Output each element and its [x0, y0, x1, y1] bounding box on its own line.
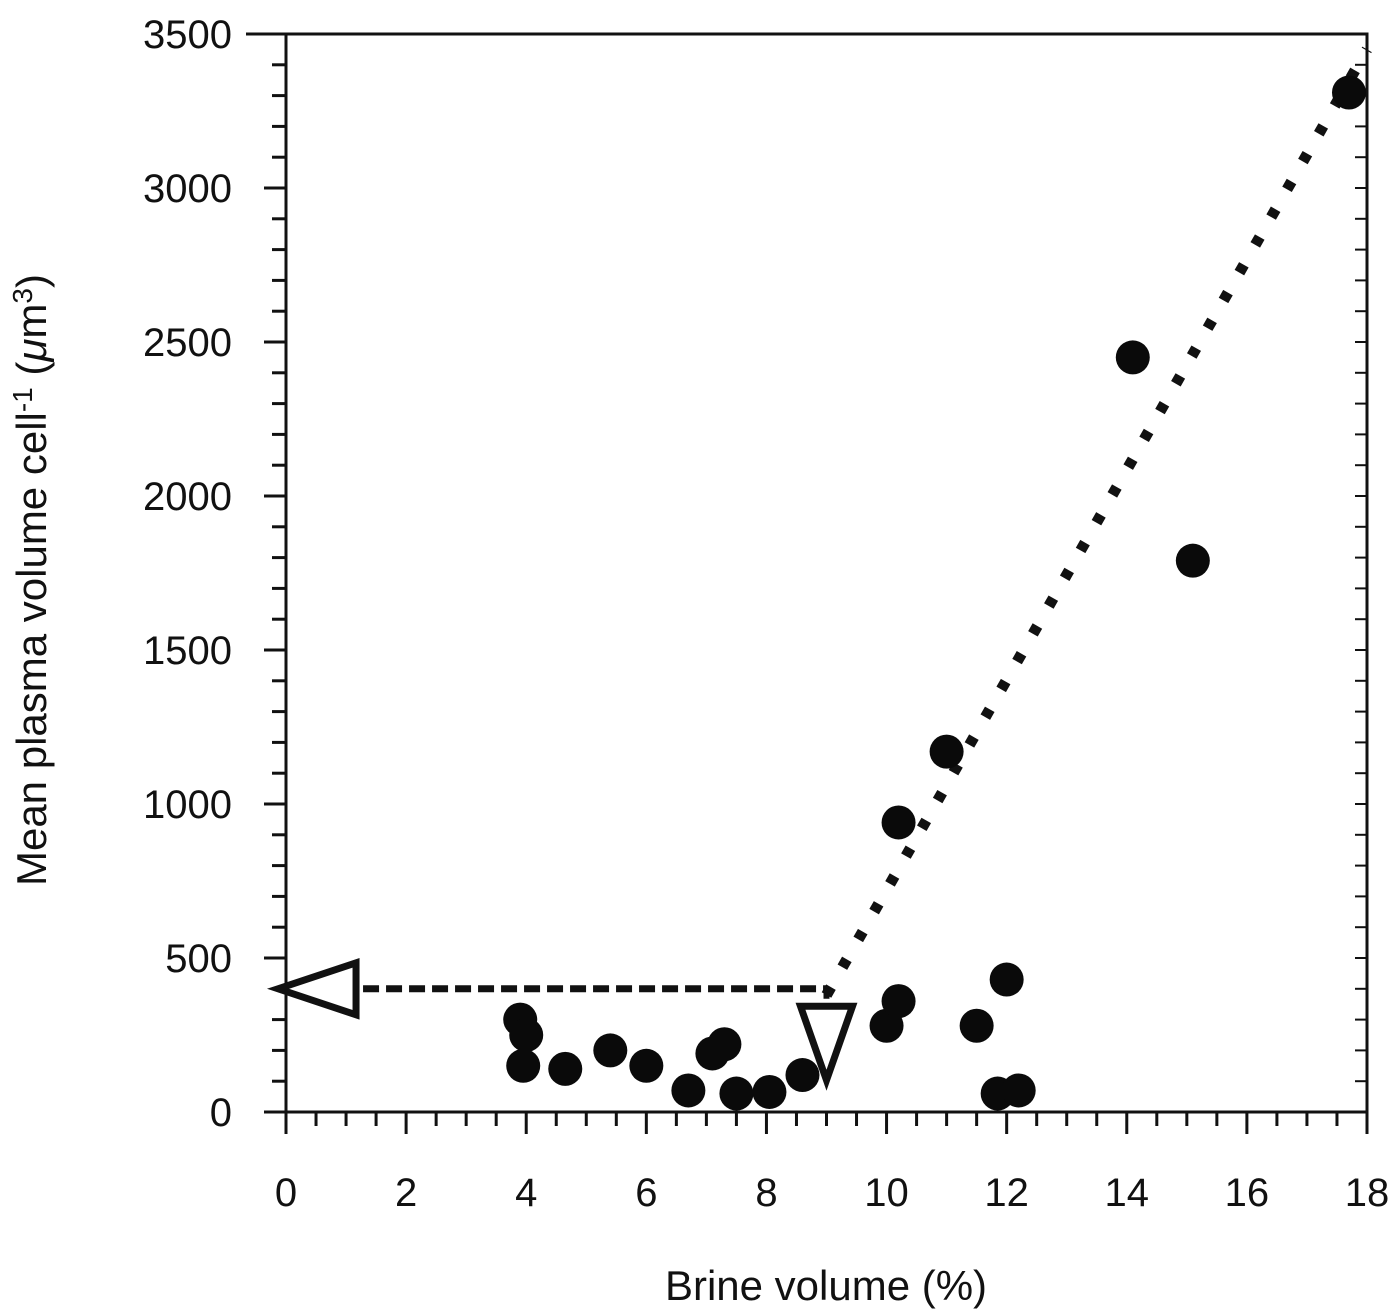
data-point — [989, 962, 1024, 997]
y-tick-label: 0 — [210, 1091, 232, 1135]
x-tick-label: 18 — [1345, 1171, 1390, 1215]
y-tick-label: 3000 — [143, 167, 232, 211]
x-tick-label: 16 — [1225, 1171, 1270, 1215]
y-axis-title-unit-close: ) — [8, 274, 55, 288]
y-threshold-marker — [266, 957, 360, 1020]
y-axis-title-main: Mean plasma volume cell — [8, 412, 55, 886]
data-point — [671, 1073, 706, 1108]
y-axis-title-mu: μ — [8, 339, 55, 363]
x-tick-label: 6 — [635, 1171, 657, 1215]
data-point — [593, 1033, 628, 1068]
data-point — [506, 1048, 541, 1083]
data-point — [881, 984, 916, 1019]
regression-line — [821, 46, 1372, 998]
threshold-markers — [266, 957, 858, 1091]
x-tick-label: 10 — [864, 1171, 909, 1215]
data-point — [785, 1058, 820, 1093]
x-threshold-marker — [795, 1002, 858, 1091]
y-tick-label: 1500 — [143, 629, 232, 673]
x-tick-label: 14 — [1105, 1171, 1150, 1215]
data-point — [509, 1018, 544, 1052]
data-point — [629, 1048, 664, 1083]
y-axis-title: Mean plasma volume cell-1 (μm3) — [7, 274, 55, 886]
data-point — [1331, 75, 1366, 110]
data-point — [719, 1076, 754, 1111]
fit-lines — [340, 46, 1372, 1020]
data-point — [1115, 340, 1150, 375]
data-point — [1175, 543, 1210, 578]
data-point — [707, 1027, 742, 1062]
x-tick-label: 8 — [755, 1171, 777, 1215]
y-tick-label: 500 — [165, 937, 232, 981]
data-point — [752, 1074, 787, 1109]
y-tick-label: 1000 — [143, 783, 232, 827]
y-tick-label: 3500 — [143, 13, 232, 57]
y-axis-title-unit-open: ( — [8, 362, 55, 388]
data-point — [881, 805, 916, 840]
y-tick-label: 2000 — [143, 475, 232, 519]
x-axis-title: Brine volume (%) — [665, 1262, 987, 1309]
data-point — [959, 1008, 994, 1043]
y-axis-title-unit-sup: 3 — [7, 288, 38, 304]
x-tick-label: 12 — [984, 1171, 1029, 1215]
y-axis-title-exp: -1 — [7, 387, 38, 412]
data-point — [1001, 1073, 1036, 1108]
plot-border — [284, 32, 1369, 1114]
x-tick-label: 0 — [275, 1171, 297, 1215]
y-axis-title-unit: m — [8, 304, 55, 339]
data-points — [503, 75, 1366, 1111]
y-tick-label: 2500 — [143, 321, 232, 365]
x-tick-label: 4 — [515, 1171, 537, 1215]
data-point — [548, 1051, 583, 1086]
x-axis-ticks: 0 2 4 6 8 10 12 14 16 18 — [275, 1112, 1389, 1215]
y-axis-ticks: 0 500 1000 1500 2000 2500 3000 3500 — [143, 13, 1367, 1135]
data-point — [929, 734, 964, 769]
x-tick-label: 2 — [395, 1171, 417, 1215]
